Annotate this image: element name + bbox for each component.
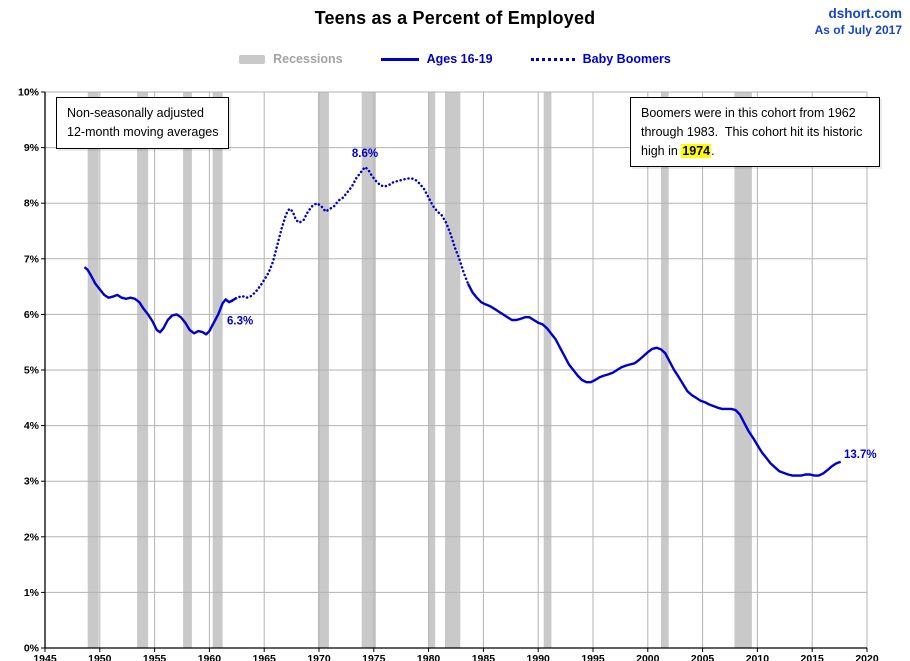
source-site: dshort.com <box>828 6 902 21</box>
note-line-2: 12-month moving averages <box>67 124 219 139</box>
data-label: 6.3% <box>227 315 253 327</box>
x-tick-label: 1985 <box>472 653 496 661</box>
data-label: 13.7% <box>844 449 877 461</box>
x-tick-label: 2005 <box>691 653 715 661</box>
legend-label-baby-boomers: Baby Boomers <box>582 52 671 66</box>
x-tick-label: 1980 <box>417 653 441 661</box>
series-baby-boomers <box>231 165 470 302</box>
note-boomers-period: . <box>711 143 715 158</box>
x-tick-label: 1995 <box>581 653 605 661</box>
series-ages-16-19 <box>467 283 842 477</box>
x-tick-label: 1990 <box>527 653 551 661</box>
series-ages-16-19-early <box>83 266 238 336</box>
x-tick-label: 1955 <box>143 653 167 661</box>
x-tick-label: 1945 <box>33 653 57 661</box>
x-tick-label: 1965 <box>253 653 277 661</box>
y-tick-label: 6% <box>24 309 40 321</box>
y-tick-label: 5% <box>24 365 40 377</box>
x-tick-label: 2015 <box>801 653 825 661</box>
note-boomers-highlight: 1974 <box>681 143 712 158</box>
dotted-line-swatch-icon <box>530 57 575 61</box>
chart-title: Teens as a Percent of Employed <box>314 8 596 28</box>
x-tick-label: 1960 <box>198 653 222 661</box>
y-tick-label: 4% <box>24 420 40 432</box>
note-line-1: Non-seasonally adjusted <box>67 106 204 120</box>
y-tick-label: 10% <box>18 87 40 99</box>
y-tick-label: 0% <box>24 643 40 655</box>
y-tick-label: 7% <box>24 253 40 265</box>
legend-item-baby-boomers: Baby Boomers <box>530 52 671 66</box>
solid-line-swatch-icon <box>380 57 419 61</box>
legend: Recessions Ages 16-19 Baby Boomers <box>0 52 910 66</box>
y-tick-label: 9% <box>24 142 40 154</box>
legend-item-recessions: Recessions <box>239 52 343 66</box>
x-tick-label: 2010 <box>746 653 770 661</box>
legend-label-ages-16-19: Ages 16-19 <box>426 52 493 66</box>
data-label: 8.6% <box>352 148 378 160</box>
legend-item-ages-16-19: Ages 16-19 <box>380 52 493 66</box>
note-boomers-text: Boomers were in this cohort from 1962 th… <box>641 106 866 158</box>
y-tick-label: 1% <box>24 587 40 599</box>
x-tick-label: 1950 <box>88 653 112 661</box>
x-tick-label: 1970 <box>307 653 331 661</box>
x-tick-label: 2020 <box>855 653 879 661</box>
x-tick-label: 2000 <box>636 653 660 661</box>
x-tick-label: 1975 <box>362 653 386 661</box>
y-tick-label: 8% <box>24 198 40 210</box>
y-tick-label: 3% <box>24 476 40 488</box>
watermark: dshort.com As of July 2017 <box>815 6 902 38</box>
y-tick-label: 2% <box>24 531 40 543</box>
recession-swatch-icon <box>239 54 266 64</box>
note-boomers: Boomers were in this cohort from 1962 th… <box>630 97 880 168</box>
note-nonseasonal: Non-seasonally adjusted 12-month moving … <box>56 97 230 149</box>
legend-label-recessions: Recessions <box>273 52 343 66</box>
as-of-date: As of July 2017 <box>814 22 902 37</box>
